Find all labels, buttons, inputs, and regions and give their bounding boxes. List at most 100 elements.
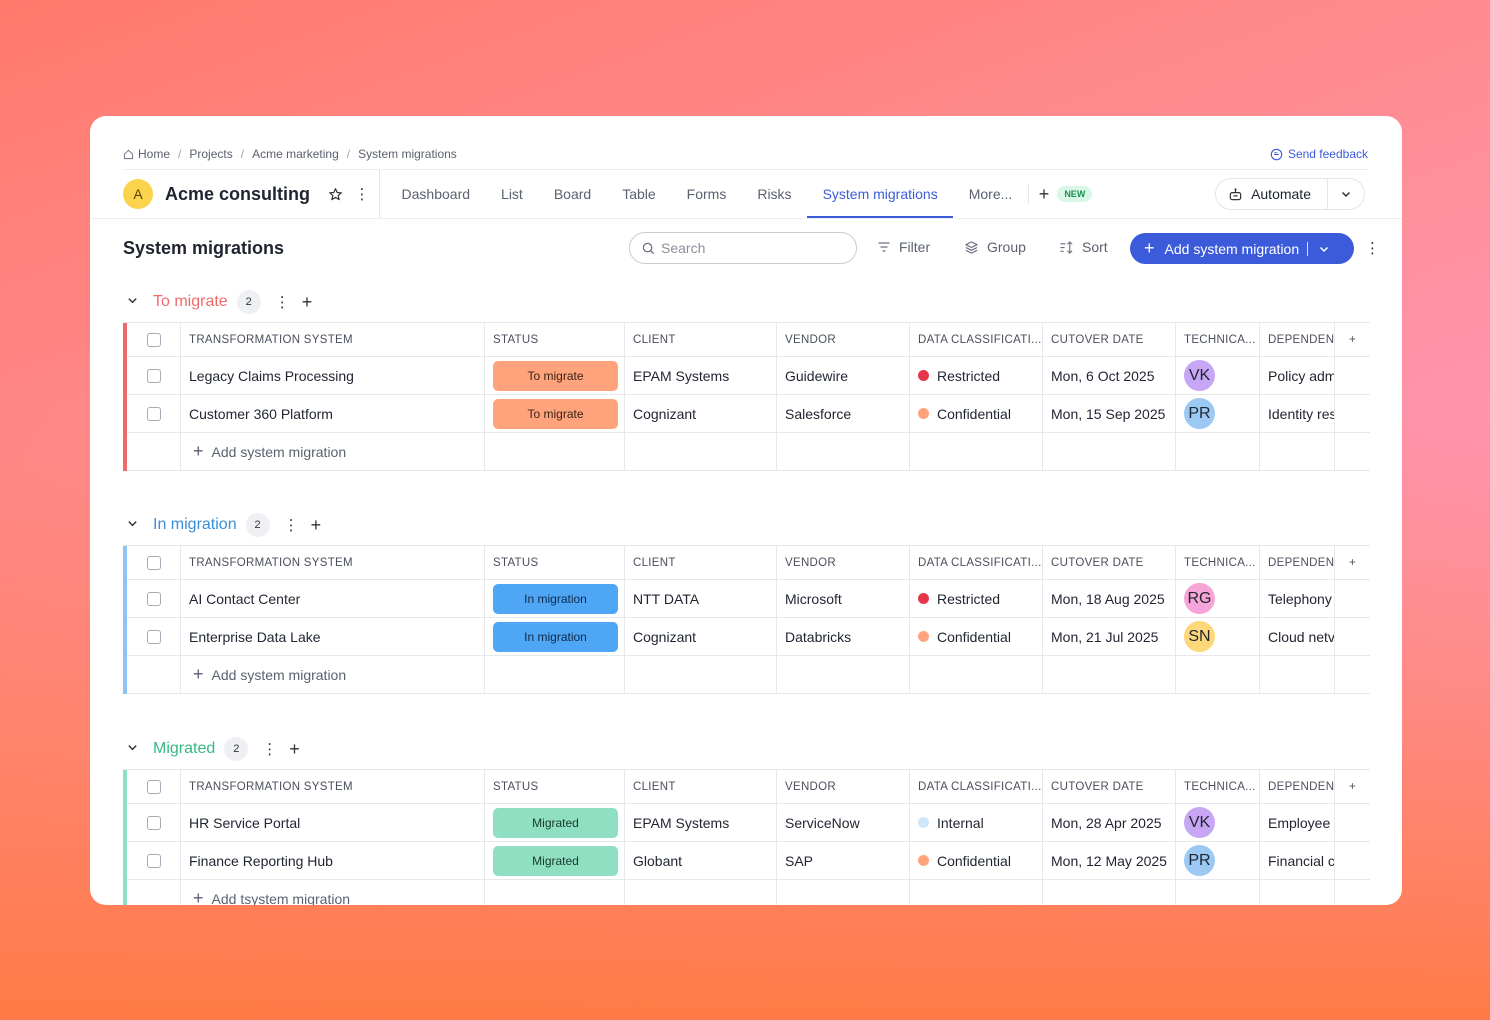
add-column-icon[interactable]: + <box>1348 556 1357 569</box>
classification-cell[interactable]: Confidential <box>910 395 1043 432</box>
cutover-date-cell[interactable]: Mon, 6 Oct 2025 <box>1043 357 1176 394</box>
vendor-cell[interactable]: Salesforce <box>777 395 910 432</box>
select-all-checkbox[interactable] <box>127 770 181 803</box>
technical-owner-cell[interactable]: VK <box>1176 357 1260 394</box>
col-status-header[interactable]: STATUS <box>485 546 625 579</box>
system-name[interactable]: HR Service Portal <box>181 804 485 841</box>
avatar[interactable]: VK <box>1184 807 1215 838</box>
group-add-icon[interactable]: + <box>301 291 313 312</box>
system-name[interactable]: Customer 360 Platform <box>181 395 485 432</box>
group-name[interactable]: To migrate <box>153 293 228 310</box>
checkbox[interactable] <box>146 779 161 794</box>
cutover-date-cell[interactable]: Mon, 21 Jul 2025 <box>1043 618 1176 655</box>
dependency-cell[interactable]: Policy adm <box>1260 357 1335 394</box>
avatar[interactable]: RG <box>1184 583 1215 614</box>
tab-more[interactable]: More... <box>968 186 1013 202</box>
col-client-header[interactable]: CLIENT <box>625 770 777 803</box>
sort-button[interactable]: Sort <box>1059 239 1108 255</box>
tab-board[interactable]: Board <box>553 186 592 202</box>
filter-button[interactable]: Filter <box>877 239 930 255</box>
row-checkbox-cell[interactable] <box>127 804 181 841</box>
add-system-migration-row[interactable]: + Add tsystem migration <box>181 880 485 905</box>
group-button[interactable]: Group <box>964 239 1026 255</box>
cutover-date-cell[interactable]: Mon, 15 Sep 2025 <box>1043 395 1176 432</box>
chevron-down-icon[interactable] <box>127 518 141 532</box>
col-technical-header[interactable]: TECHNICA... <box>1176 323 1260 356</box>
status-badge[interactable]: To migrate <box>493 360 618 391</box>
status-cell[interactable]: To migrate <box>485 395 625 432</box>
tab-list[interactable]: List <box>501 186 523 202</box>
group-name[interactable]: Migrated <box>153 740 216 757</box>
col-transformation-system-header[interactable]: TRANSFORMATION SYSTEM <box>181 770 485 803</box>
group-name[interactable]: In migration <box>153 516 237 533</box>
table-row[interactable]: Customer 360 Platform To migrate Cognizant… <box>127 395 1370 433</box>
search-input[interactable] <box>661 240 841 256</box>
project-name[interactable]: Acme consulting <box>165 183 311 204</box>
col-transformation-system-header[interactable]: TRANSFORMATION SYSTEM <box>181 546 485 579</box>
checkbox[interactable] <box>146 555 161 570</box>
add-view-icon[interactable]: + <box>1038 183 1050 204</box>
client-cell[interactable]: EPAM Systems <box>625 804 777 841</box>
dependency-cell[interactable]: Identity res <box>1260 395 1335 432</box>
status-badge[interactable]: In migration <box>493 583 618 614</box>
add-row-button[interactable]: + Add system migration <box>189 664 346 685</box>
status-badge[interactable]: In migration <box>493 621 618 652</box>
col-dependency-header[interactable]: DEPENDENC <box>1260 770 1335 803</box>
select-all-checkbox[interactable] <box>127 546 181 579</box>
project-avatar[interactable]: A <box>123 179 153 209</box>
cutover-date-cell[interactable]: Mon, 12 May 2025 <box>1043 842 1176 879</box>
col-client-header[interactable]: CLIENT <box>625 323 777 356</box>
vendor-cell[interactable]: Microsoft <box>777 580 910 617</box>
col-data-classification-header[interactable]: DATA CLASSIFICATI... <box>910 770 1043 803</box>
client-cell[interactable]: EPAM Systems <box>625 357 777 394</box>
star-icon[interactable] <box>324 183 346 205</box>
add-column-icon[interactable]: + <box>1348 780 1357 793</box>
chevron-down-icon[interactable] <box>127 295 141 309</box>
col-cutover-date-header[interactable]: CUTOVER DATE <box>1043 323 1176 356</box>
table-row[interactable]: HR Service Portal Migrated EPAM Systems Ser… <box>127 804 1370 842</box>
technical-owner-cell[interactable]: SN <box>1176 618 1260 655</box>
chevron-down-icon[interactable] <box>1318 243 1330 255</box>
tab-dashboard[interactable]: Dashboard <box>401 186 471 202</box>
col-cutover-date-header[interactable]: CUTOVER DATE <box>1043 770 1176 803</box>
vendor-cell[interactable]: SAP <box>777 842 910 879</box>
col-vendor-header[interactable]: VENDOR <box>777 546 910 579</box>
chevron-down-icon[interactable] <box>127 742 141 756</box>
chevron-down-icon[interactable] <box>1340 188 1352 200</box>
page-more-icon[interactable]: ⋮ <box>1365 240 1380 257</box>
group-add-icon[interactable]: + <box>310 514 322 535</box>
classification-cell[interactable]: Confidential <box>910 842 1043 879</box>
avatar[interactable]: PR <box>1184 845 1215 876</box>
col-technical-header[interactable]: TECHNICA... <box>1176 770 1260 803</box>
table-row[interactable]: Legacy Claims Processing To migrate EPAM S… <box>127 357 1370 395</box>
table-row[interactable]: AI Contact Center In migration NTT DATA Mic… <box>127 580 1370 618</box>
system-name[interactable]: AI Contact Center <box>181 580 485 617</box>
avatar[interactable]: VK <box>1184 360 1215 391</box>
status-badge[interactable]: Migrated <box>493 807 618 838</box>
select-all-checkbox[interactable] <box>127 323 181 356</box>
group-add-icon[interactable]: + <box>289 738 300 759</box>
send-feedback-link[interactable]: Send feedback <box>1270 147 1368 161</box>
col-cutover-date-header[interactable]: CUTOVER DATE <box>1043 546 1176 579</box>
add-system-migration-row[interactable]: + Add system migration <box>181 433 485 470</box>
classification-cell[interactable]: Restricted <box>910 580 1043 617</box>
vendor-cell[interactable]: Databricks <box>777 618 910 655</box>
col-status-header[interactable]: STATUS <box>485 323 625 356</box>
col-vendor-header[interactable]: VENDOR <box>777 770 910 803</box>
technical-owner-cell[interactable]: PR <box>1176 842 1260 879</box>
row-checkbox[interactable] <box>146 853 161 868</box>
client-cell[interactable]: Cognizant <box>625 395 777 432</box>
crumb-projects[interactable]: Projects <box>189 147 233 161</box>
technical-owner-cell[interactable]: RG <box>1176 580 1260 617</box>
col-client-header[interactable]: CLIENT <box>625 546 777 579</box>
crumb-acme-marketing[interactable]: Acme marketing <box>252 147 339 161</box>
row-checkbox-cell[interactable] <box>127 395 181 432</box>
classification-cell[interactable]: Confidential <box>910 618 1043 655</box>
technical-owner-cell[interactable]: PR <box>1176 395 1260 432</box>
row-checkbox[interactable] <box>146 591 161 606</box>
col-transformation-system-header[interactable]: TRANSFORMATION SYSTEM <box>181 323 485 356</box>
row-checkbox[interactable] <box>146 368 161 383</box>
technical-owner-cell[interactable]: VK <box>1176 804 1260 841</box>
client-cell[interactable]: Cognizant <box>625 618 777 655</box>
system-name[interactable]: Legacy Claims Processing <box>181 357 485 394</box>
